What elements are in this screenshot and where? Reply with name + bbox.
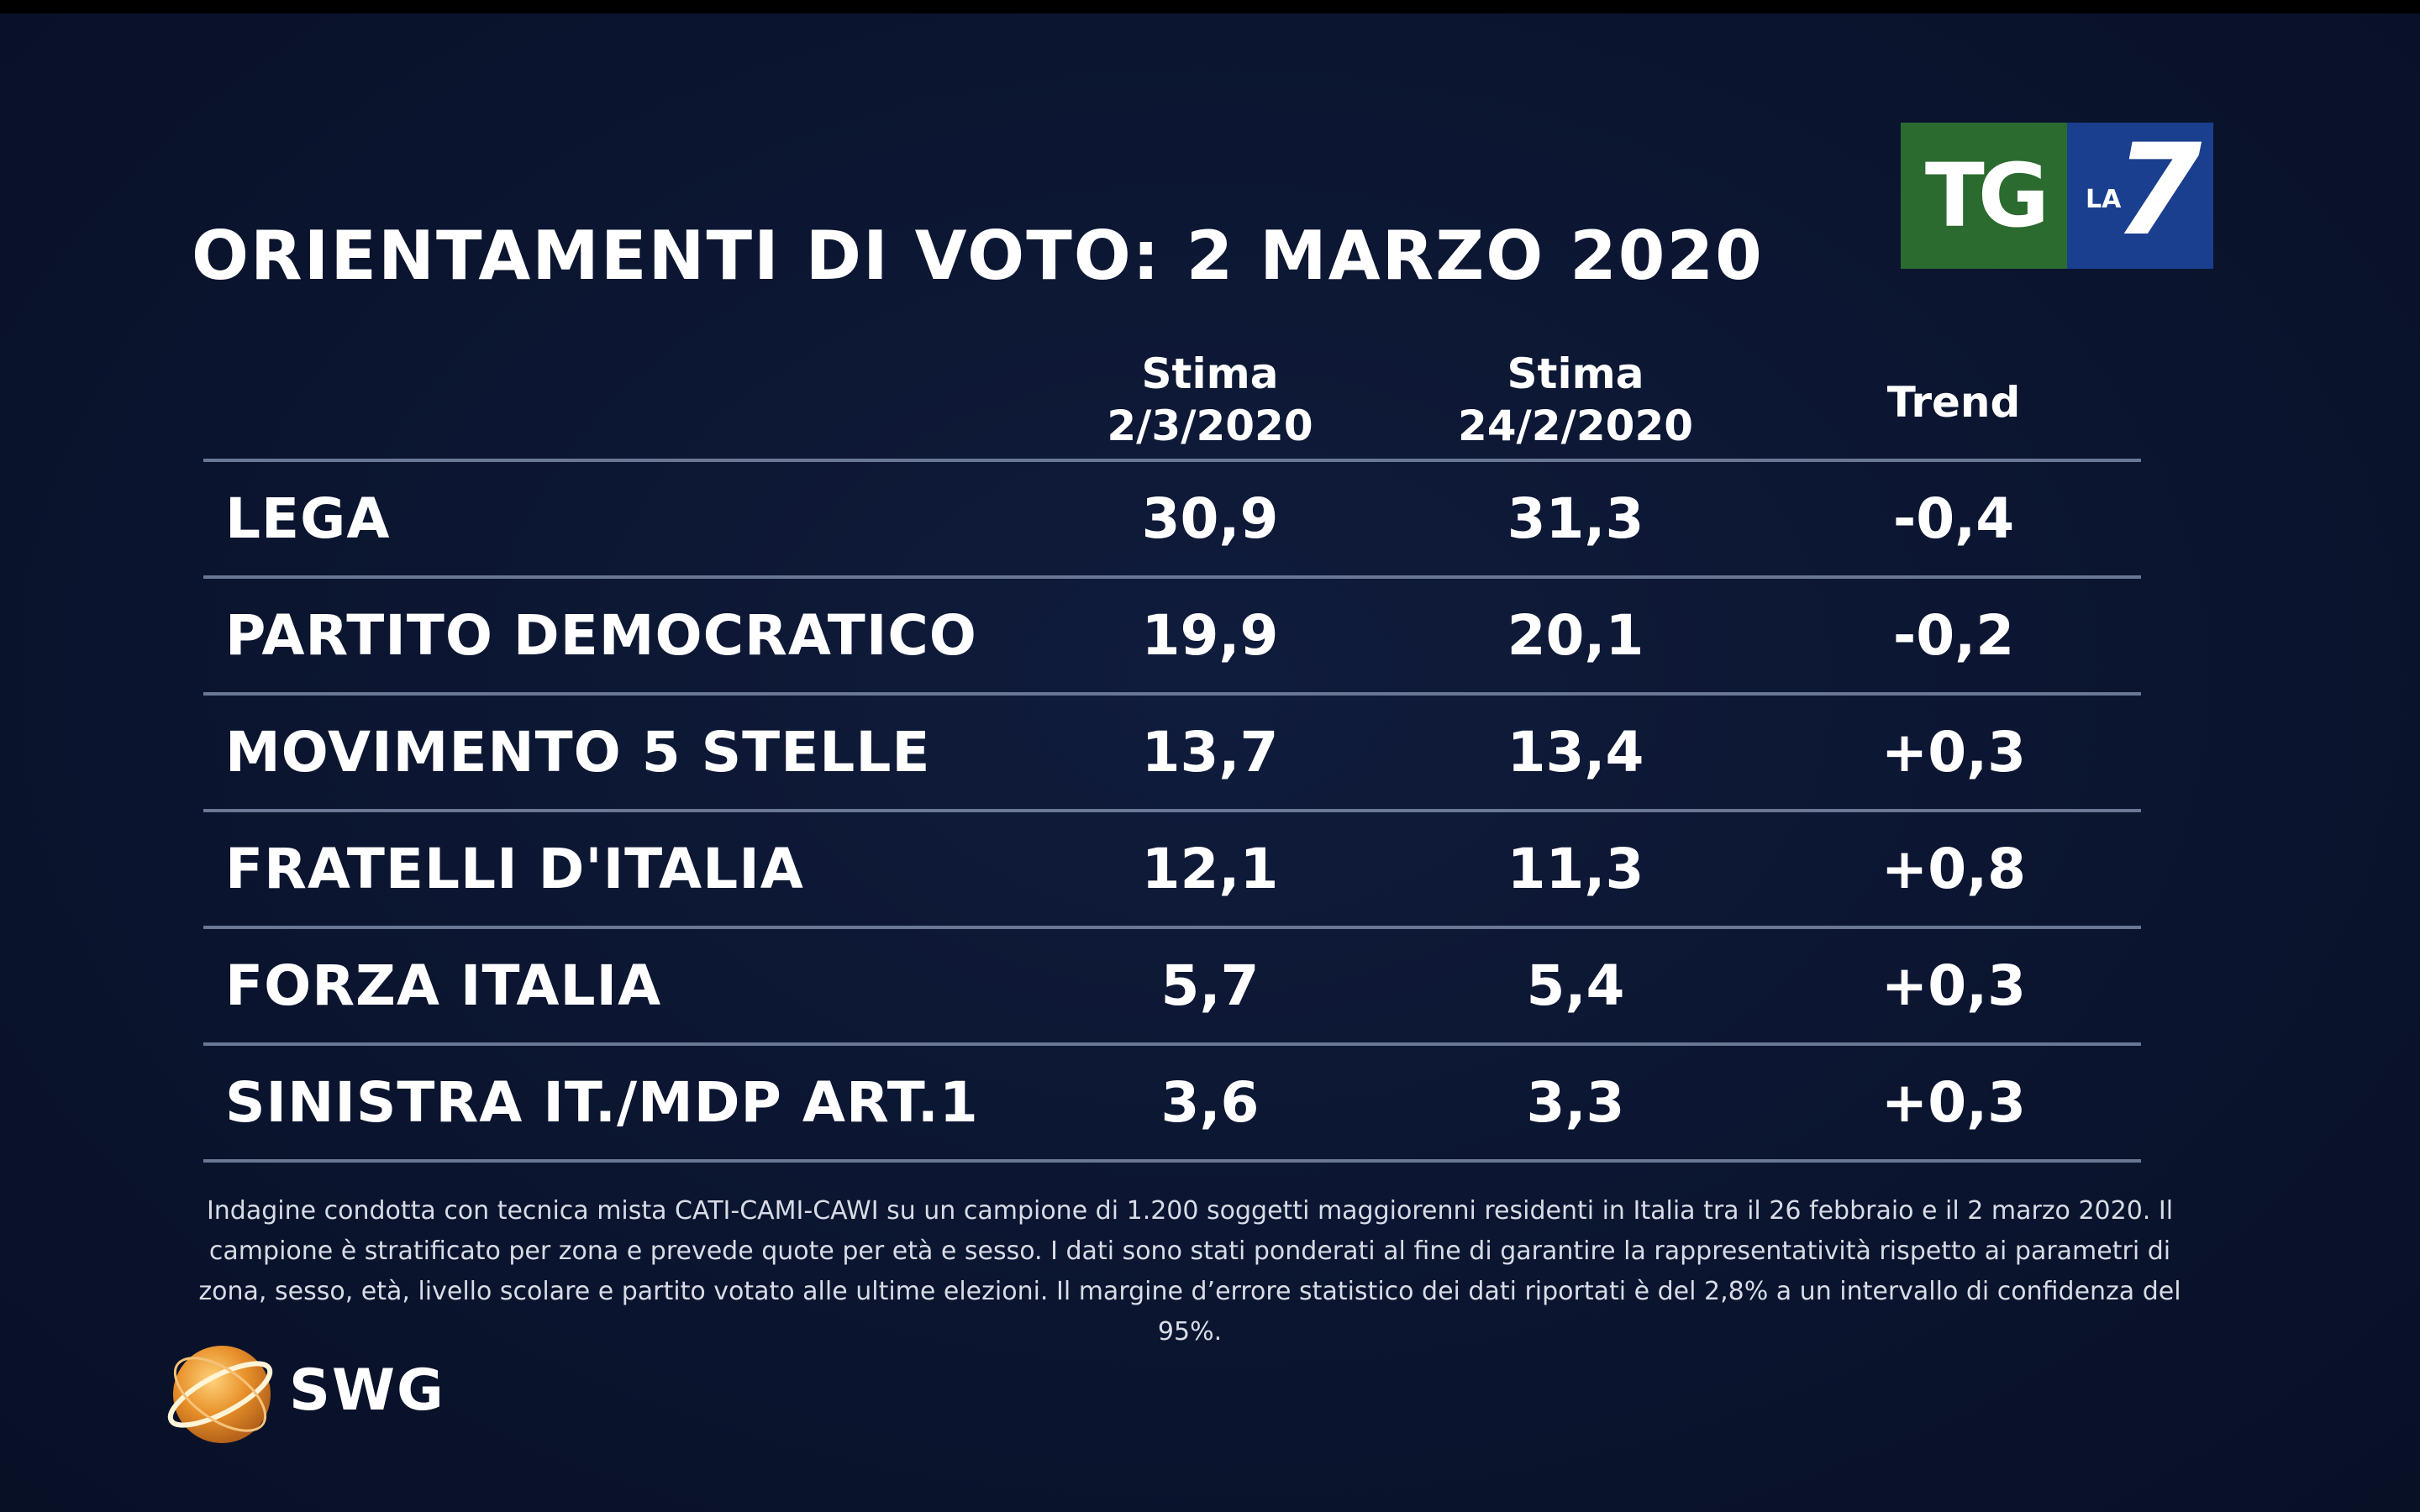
la7-logo-la: LA xyxy=(2086,185,2122,214)
trend-value: +0,3 xyxy=(1881,720,2027,785)
party-name: MOVIMENTO 5 STELLE xyxy=(225,720,931,785)
column-header-stima-previous: Stima 24/2/2020 xyxy=(1420,348,1731,452)
trend-value: -0,2 xyxy=(1892,603,2015,668)
table-rule xyxy=(203,1042,2141,1046)
party-name: LEGA xyxy=(225,486,391,551)
party-name: SINISTRA IT./MDP ART.1 xyxy=(225,1070,979,1135)
table-rule xyxy=(203,575,2141,579)
swg-logo-text: SWG xyxy=(289,1357,445,1424)
stima-previous-value: 11,3 xyxy=(1507,837,1644,901)
column-header-line1: Stima xyxy=(1507,349,1644,398)
stima-current-value: 12,1 xyxy=(1141,837,1279,901)
stima-current-value: 30,9 xyxy=(1141,486,1279,551)
tg-logo-green-block: TG xyxy=(1901,123,2067,269)
column-header-stima-current: Stima 2/3/2020 xyxy=(1059,348,1361,452)
table-rule xyxy=(203,809,2141,812)
stima-previous-value: 5,4 xyxy=(1526,953,1625,1018)
table-rule xyxy=(203,926,2141,929)
party-name: FRATELLI D'ITALIA xyxy=(225,837,804,901)
tg-logo-text: TG xyxy=(1924,144,2049,247)
top-black-bar xyxy=(0,0,2420,13)
table-rule xyxy=(203,459,2141,462)
stima-previous-value: 3,3 xyxy=(1526,1070,1625,1135)
stima-current-value: 5,7 xyxy=(1160,953,1260,1018)
stima-current-value: 3,6 xyxy=(1160,1070,1260,1135)
la7-logo-blue-block: LA 7 xyxy=(2067,123,2213,269)
stima-previous-value: 13,4 xyxy=(1507,720,1644,785)
page-title: ORIENTAMENTI DI VOTO: 2 MARZO 2020 xyxy=(192,217,1764,295)
stima-previous-value: 31,3 xyxy=(1507,486,1644,551)
la7-logo-seven: 7 xyxy=(2114,118,2202,264)
trend-value: +0,8 xyxy=(1881,837,2027,901)
globe-icon xyxy=(167,1346,273,1443)
party-name: PARTITO DEMOCRATICO xyxy=(225,603,977,668)
stima-previous-value: 20,1 xyxy=(1507,603,1644,668)
column-header-line2: 24/2/2020 xyxy=(1457,402,1694,450)
methodology-note: Indagine condotta con tecnica mista CATI… xyxy=(198,1196,2181,1347)
column-header-trend: Trend xyxy=(1886,378,2021,427)
table-rule xyxy=(203,692,2141,696)
trend-value: +0,3 xyxy=(1881,953,2027,1018)
party-name: FORZA ITALIA xyxy=(225,953,662,1018)
trend-value: -0,4 xyxy=(1892,486,2015,551)
stima-current-value: 19,9 xyxy=(1141,603,1279,668)
stima-current-value: 13,7 xyxy=(1141,720,1279,785)
column-header-line1: Stima xyxy=(1141,349,1279,398)
table-rule xyxy=(203,1159,2141,1163)
trend-value: +0,3 xyxy=(1881,1070,2027,1135)
tg-la7-logo: TG LA 7 xyxy=(1901,123,2213,269)
column-header-line2: 2/3/2020 xyxy=(1107,402,1313,450)
